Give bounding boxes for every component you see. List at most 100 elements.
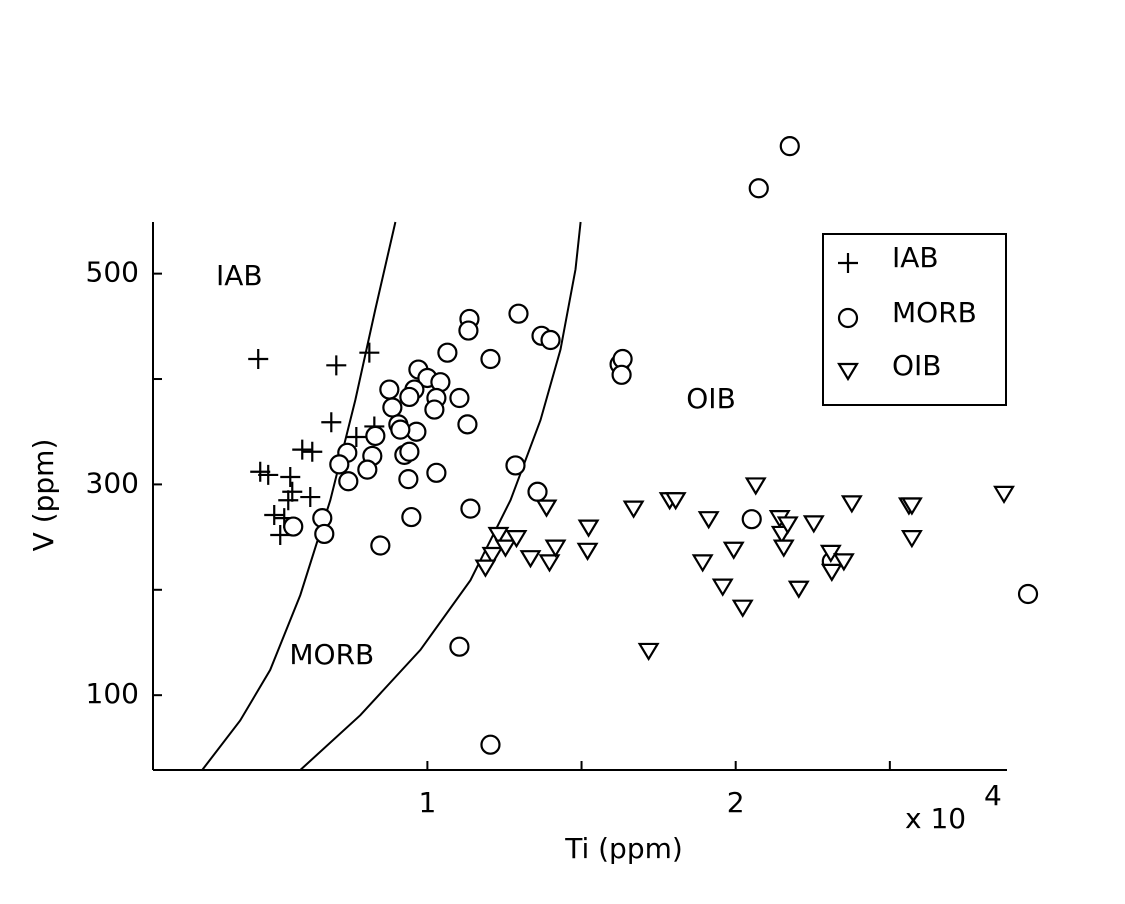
y-tick-label: 500 bbox=[86, 256, 139, 289]
point bbox=[359, 342, 380, 363]
point bbox=[480, 734, 501, 755]
point bbox=[283, 516, 304, 537]
region-label: OIB bbox=[686, 382, 736, 415]
point bbox=[474, 559, 497, 578]
region-label: MORB bbox=[289, 638, 374, 671]
point bbox=[264, 504, 285, 525]
point bbox=[505, 455, 526, 476]
point bbox=[426, 462, 447, 483]
point bbox=[540, 329, 561, 351]
point bbox=[664, 492, 687, 511]
point bbox=[691, 554, 714, 573]
point bbox=[481, 546, 504, 566]
point bbox=[357, 459, 378, 480]
point bbox=[370, 535, 391, 556]
point bbox=[538, 554, 561, 573]
point bbox=[494, 539, 517, 558]
legend-marker bbox=[837, 362, 859, 382]
point bbox=[508, 303, 529, 324]
point bbox=[326, 355, 347, 376]
point bbox=[338, 471, 359, 492]
point bbox=[300, 487, 321, 508]
point bbox=[772, 539, 795, 558]
point bbox=[820, 563, 843, 583]
point bbox=[748, 178, 769, 199]
point bbox=[900, 497, 923, 516]
point bbox=[449, 387, 470, 409]
point bbox=[398, 469, 419, 490]
point bbox=[731, 599, 754, 618]
point bbox=[280, 467, 301, 488]
point bbox=[711, 578, 734, 597]
point bbox=[314, 523, 335, 545]
point bbox=[321, 412, 342, 433]
point bbox=[622, 500, 645, 519]
region-label: IAB bbox=[216, 259, 263, 292]
point bbox=[637, 642, 660, 662]
x-multiplier: x 10 bbox=[905, 802, 966, 835]
point bbox=[437, 342, 458, 363]
point bbox=[278, 490, 299, 511]
point bbox=[577, 519, 600, 538]
point bbox=[744, 477, 767, 496]
point bbox=[519, 550, 542, 569]
point bbox=[460, 498, 481, 519]
point bbox=[282, 481, 303, 502]
point bbox=[399, 441, 420, 462]
point bbox=[544, 539, 567, 558]
point bbox=[722, 541, 745, 560]
point bbox=[365, 425, 386, 447]
point bbox=[302, 441, 323, 462]
point bbox=[487, 526, 510, 546]
point bbox=[401, 506, 422, 528]
x-tick-label: 1 bbox=[418, 786, 436, 819]
point bbox=[480, 348, 501, 370]
legend-label: IAB bbox=[892, 241, 939, 274]
x-tick-label: 2 bbox=[727, 786, 745, 819]
point bbox=[379, 379, 400, 400]
y-tick-label: 300 bbox=[86, 466, 139, 499]
point bbox=[576, 542, 599, 561]
point bbox=[457, 414, 478, 435]
legend-marker bbox=[837, 307, 859, 329]
point bbox=[697, 511, 720, 530]
point bbox=[535, 499, 558, 518]
point bbox=[527, 481, 548, 502]
point bbox=[787, 580, 810, 599]
point bbox=[258, 464, 279, 485]
y-tick-label: 100 bbox=[86, 677, 139, 710]
point bbox=[390, 419, 411, 440]
point bbox=[346, 426, 367, 447]
x-axis-label: Ti (ppm) bbox=[564, 832, 683, 865]
point bbox=[900, 530, 923, 549]
legend-marker bbox=[838, 253, 858, 273]
point bbox=[270, 524, 291, 545]
point bbox=[449, 636, 470, 657]
point bbox=[776, 516, 799, 535]
point bbox=[292, 439, 313, 460]
point bbox=[505, 530, 528, 549]
point bbox=[399, 386, 420, 408]
point bbox=[424, 399, 445, 420]
point bbox=[382, 397, 403, 418]
point bbox=[993, 485, 1015, 505]
boundary-line bbox=[299, 221, 582, 771]
point bbox=[1017, 583, 1039, 605]
point bbox=[832, 553, 855, 572]
point bbox=[611, 364, 632, 385]
point bbox=[248, 349, 269, 369]
point bbox=[329, 454, 350, 475]
y-axis-label: V (ppm) bbox=[27, 439, 60, 552]
legend-label: OIB bbox=[892, 349, 942, 382]
boundary-line bbox=[201, 221, 397, 771]
point bbox=[840, 495, 863, 514]
point bbox=[250, 461, 271, 482]
point bbox=[779, 136, 800, 157]
legend-label: MORB bbox=[892, 296, 977, 329]
point bbox=[802, 515, 825, 534]
point bbox=[458, 320, 479, 341]
x-multiplier-exponent: 4 bbox=[984, 779, 1002, 812]
